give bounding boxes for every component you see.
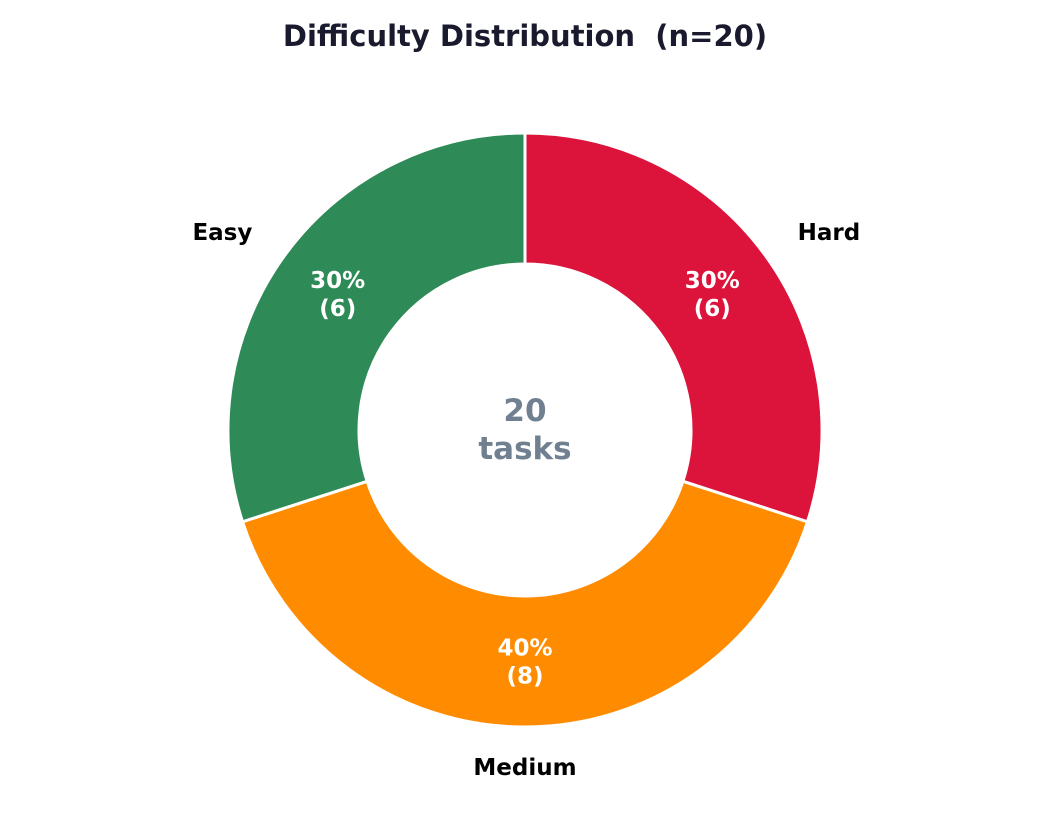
slice-count-label: (6) <box>319 296 356 322</box>
slice-count-label: (6) <box>694 296 731 322</box>
slice-category-label: Medium <box>473 755 576 781</box>
slice-percent-label: 40% <box>497 636 552 662</box>
slice-medium <box>240 479 810 729</box>
slice-percent-label: 30% <box>685 268 740 294</box>
slice-category-label: Hard <box>798 220 861 246</box>
slice-count-label: (8) <box>506 664 543 690</box>
slices-group <box>226 131 824 729</box>
slice-category-label: Easy <box>192 220 252 246</box>
chart-title: Difficulty Distribution (n=20) <box>283 19 767 53</box>
center-value: 20 <box>503 393 546 429</box>
slice-percent-label: 30% <box>310 268 365 294</box>
center-unit: tasks <box>478 431 571 467</box>
slice-easy <box>226 131 527 524</box>
slice-hard <box>523 131 824 524</box>
